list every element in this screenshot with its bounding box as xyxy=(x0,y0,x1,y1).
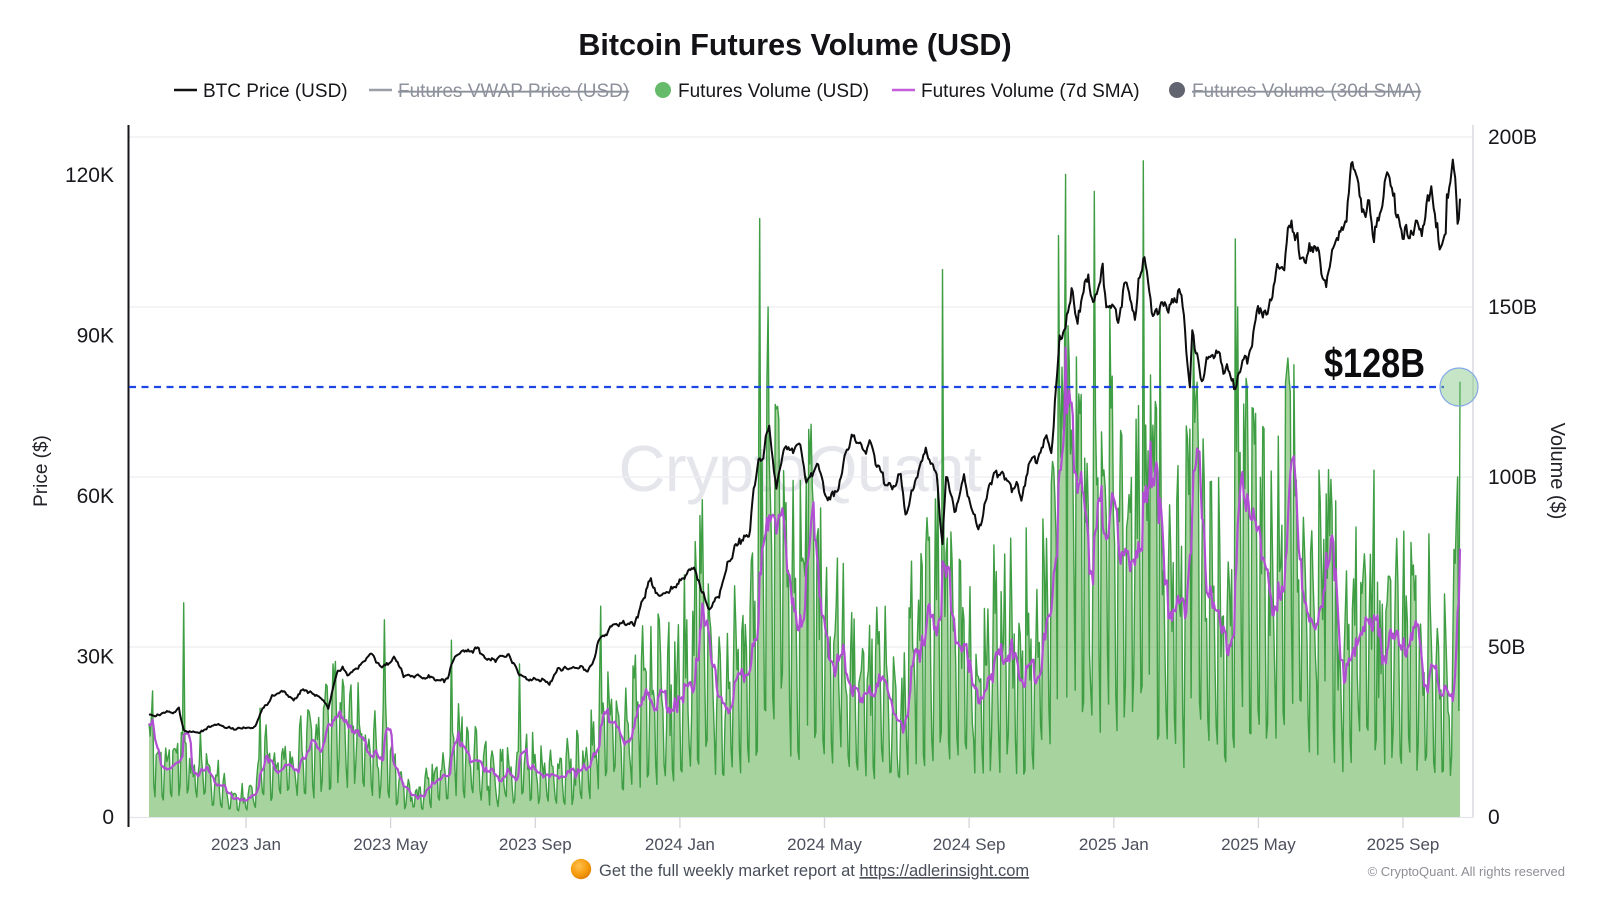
svg-text:$128B: $128B xyxy=(1324,340,1425,386)
svg-text:2023 Sep: 2023 Sep xyxy=(499,835,572,854)
svg-text:150B: 150B xyxy=(1488,296,1537,319)
svg-text:0: 0 xyxy=(102,806,114,829)
svg-text:2023 Jan: 2023 Jan xyxy=(211,835,281,854)
svg-text:2025 Sep: 2025 Sep xyxy=(1367,835,1440,854)
svg-text:2024 May: 2024 May xyxy=(787,835,862,854)
svg-text:© CryptoQuant. All rights rese: © CryptoQuant. All rights reserved xyxy=(1368,864,1565,879)
svg-text:30K: 30K xyxy=(77,646,114,669)
svg-text:60K: 60K xyxy=(77,485,114,508)
svg-text:Futures Volume (USD): Futures Volume (USD) xyxy=(678,81,869,102)
svg-text:2024 Sep: 2024 Sep xyxy=(933,835,1006,854)
svg-text:Volume ($): Volume ($) xyxy=(1546,423,1568,520)
svg-text:Price ($): Price ($) xyxy=(31,435,52,507)
svg-text:100B: 100B xyxy=(1488,466,1537,489)
svg-text:2024 Jan: 2024 Jan xyxy=(645,835,715,854)
svg-text:Futures Volume (7d SMA): Futures Volume (7d SMA) xyxy=(921,81,1140,102)
svg-text:Get the full weekly market rep: Get the full weekly market report at htt… xyxy=(599,862,1029,880)
svg-text:120K: 120K xyxy=(65,164,114,187)
svg-text:Futures Volume (30d SMA): Futures Volume (30d SMA) xyxy=(1192,81,1421,102)
svg-text:200B: 200B xyxy=(1488,126,1537,149)
svg-text:Futures VWAP Price (USD): Futures VWAP Price (USD) xyxy=(398,81,629,102)
svg-text:0: 0 xyxy=(1488,806,1500,829)
svg-text:2025 May: 2025 May xyxy=(1221,835,1296,854)
svg-text:50B: 50B xyxy=(1488,636,1525,659)
svg-text:Bitcoin Futures Volume (USD): Bitcoin Futures Volume (USD) xyxy=(578,28,1011,62)
svg-text:90K: 90K xyxy=(77,325,114,348)
svg-text:2025 Jan: 2025 Jan xyxy=(1079,835,1149,854)
svg-text:2023 May: 2023 May xyxy=(353,835,428,854)
svg-text:BTC Price (USD): BTC Price (USD) xyxy=(203,81,348,102)
